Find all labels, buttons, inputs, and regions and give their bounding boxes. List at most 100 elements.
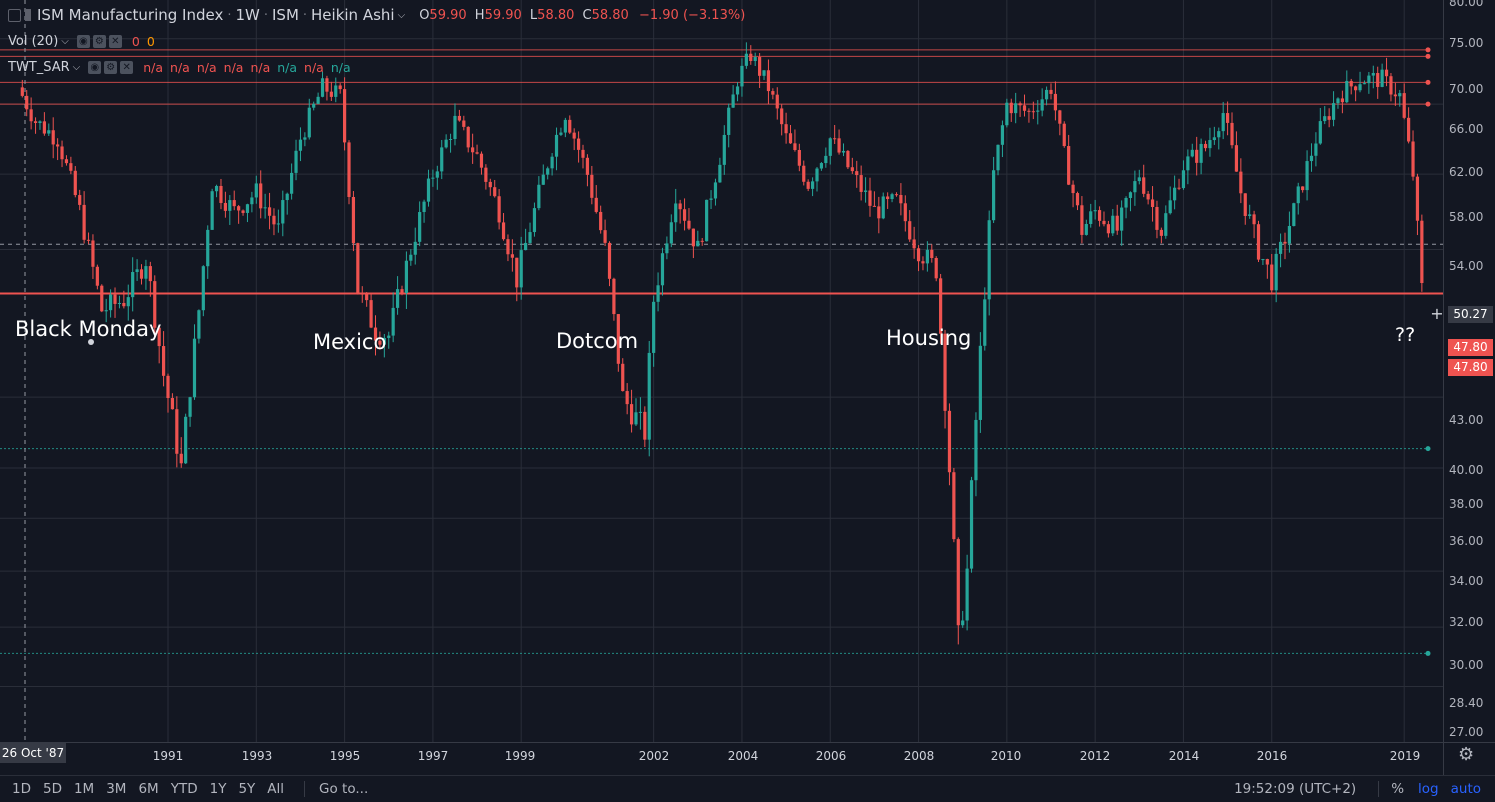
candle-down bbox=[457, 115, 461, 121]
eye-icon[interactable]: ◉ bbox=[88, 60, 102, 74]
candle-down bbox=[60, 146, 64, 160]
symbol-title[interactable]: ISM Manufacturing Index bbox=[37, 6, 224, 24]
candle-down bbox=[100, 285, 104, 312]
price-tick: 75.00 bbox=[1449, 36, 1484, 50]
auto-toggle[interactable]: auto bbox=[1450, 781, 1481, 797]
annotation-black-monday[interactable]: Black Monday bbox=[15, 317, 162, 341]
candle-down bbox=[1177, 187, 1181, 189]
annotation-mexico[interactable]: Mexico bbox=[313, 330, 387, 354]
candle-up bbox=[1181, 170, 1186, 189]
volume-indicator-name[interactable]: Vol (20) bbox=[8, 33, 59, 49]
log-toggle[interactable]: log bbox=[1418, 781, 1439, 797]
candle-up bbox=[117, 302, 122, 304]
candle-up bbox=[546, 168, 550, 175]
candle-down bbox=[1067, 146, 1071, 185]
candle-down bbox=[64, 159, 69, 164]
range-1d-button[interactable]: 1D bbox=[12, 781, 31, 797]
range-5d-button[interactable]: 5D bbox=[42, 781, 62, 797]
time-tick: 1993 bbox=[241, 749, 273, 763]
gear-icon[interactable]: ⚙ bbox=[92, 34, 106, 48]
candle-down bbox=[749, 53, 753, 61]
candle-up bbox=[303, 137, 307, 140]
candle-up bbox=[969, 480, 974, 569]
range-1y-button[interactable]: 1Y bbox=[209, 781, 227, 797]
crosshair-plus-icon[interactable]: + bbox=[1430, 304, 1444, 323]
candle-down bbox=[607, 242, 612, 279]
candle-up bbox=[413, 241, 417, 255]
candle-down bbox=[859, 175, 863, 192]
range-3m-button[interactable]: 3M bbox=[106, 781, 127, 797]
candle-down bbox=[868, 190, 872, 206]
candle-up bbox=[669, 222, 673, 244]
candle-down bbox=[629, 404, 634, 425]
candle-up bbox=[559, 132, 563, 135]
candle-up bbox=[228, 200, 232, 211]
candle-up bbox=[1111, 215, 1115, 234]
close-icon[interactable]: ✕ bbox=[108, 34, 122, 48]
candle-down bbox=[1226, 113, 1230, 123]
candle-up bbox=[1173, 187, 1177, 201]
candle-up bbox=[1371, 73, 1375, 76]
candle-up bbox=[863, 190, 868, 192]
candle-up bbox=[206, 229, 210, 267]
percent-toggle[interactable]: % bbox=[1378, 781, 1404, 797]
high-value: 59.90 bbox=[484, 7, 522, 23]
eye-icon[interactable]: ◉ bbox=[76, 34, 90, 48]
candle-up bbox=[810, 181, 815, 189]
candle-down bbox=[1053, 93, 1058, 111]
candle-up bbox=[550, 156, 554, 169]
sar-value: n/a bbox=[223, 59, 244, 75]
candle-up bbox=[656, 285, 660, 302]
candle-down bbox=[1283, 241, 1287, 244]
sar-indicator-name[interactable]: TWT_SAR bbox=[8, 59, 70, 75]
chevron-down-icon[interactable]: ⌵ bbox=[72, 61, 81, 73]
candle-down bbox=[568, 119, 572, 133]
close-icon[interactable]: ✕ bbox=[120, 60, 134, 74]
candle-down bbox=[1009, 102, 1013, 114]
candle-down bbox=[510, 254, 514, 258]
candle-down bbox=[886, 196, 890, 200]
annotation-housing[interactable]: Housing bbox=[886, 326, 972, 350]
candle-up bbox=[1278, 241, 1283, 254]
candle-down bbox=[576, 138, 581, 150]
range-ytd-button[interactable]: YTD bbox=[170, 781, 198, 797]
interval-label[interactable]: 1W bbox=[235, 6, 260, 24]
chart-style-label[interactable]: Heikin Ashi bbox=[311, 6, 395, 24]
candle-down bbox=[700, 240, 704, 242]
candle-down bbox=[1097, 210, 1102, 221]
candle-down bbox=[78, 195, 82, 205]
candle-up bbox=[1318, 121, 1322, 144]
candle-up bbox=[391, 307, 395, 336]
candle-up bbox=[828, 138, 832, 156]
candle-up bbox=[1128, 192, 1133, 198]
candle-down bbox=[621, 363, 625, 392]
candle-down bbox=[1146, 193, 1150, 200]
time-tick: 2014 bbox=[1168, 749, 1200, 763]
candle-down bbox=[1420, 220, 1424, 284]
candle-up bbox=[294, 150, 298, 173]
settings-gear-icon[interactable]: ⚙ bbox=[1458, 744, 1475, 765]
candle-down bbox=[585, 157, 590, 175]
range-6m-button[interactable]: 6M bbox=[138, 781, 159, 797]
volume-legend: Vol (20) ⌵ ◉ ⚙ ✕ 0 0 bbox=[8, 32, 155, 50]
range-5y-button[interactable]: 5Y bbox=[238, 781, 256, 797]
chevron-down-icon[interactable]: ⌵ bbox=[397, 9, 406, 21]
candle-down bbox=[788, 133, 793, 144]
candle-up bbox=[431, 177, 435, 179]
annotation-dotcom[interactable]: Dotcom bbox=[556, 329, 639, 353]
chevron-down-icon[interactable]: ⌵ bbox=[61, 35, 69, 47]
gear-icon[interactable]: ⚙ bbox=[104, 60, 118, 74]
candle-up bbox=[1367, 75, 1371, 84]
candle-down bbox=[903, 203, 907, 222]
candle-up bbox=[281, 200, 285, 224]
goto-button[interactable]: Go to... bbox=[304, 781, 368, 797]
collapse-legend-icon[interactable] bbox=[8, 8, 21, 22]
range-1m-button[interactable]: 1M bbox=[73, 781, 95, 797]
candle-up bbox=[890, 194, 894, 200]
candle-down bbox=[616, 314, 620, 364]
range-all-button[interactable]: All bbox=[267, 781, 285, 797]
sar-value: n/a bbox=[196, 59, 217, 75]
annotation-question[interactable]: ?? bbox=[1395, 324, 1416, 346]
